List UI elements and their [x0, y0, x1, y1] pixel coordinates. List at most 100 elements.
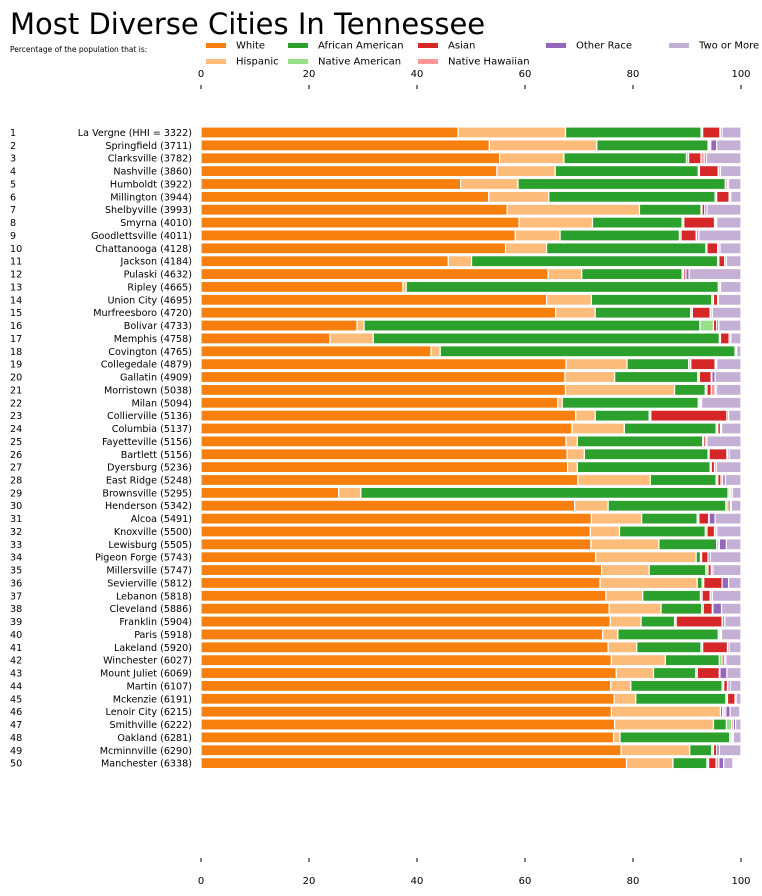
bar-segment-asian — [680, 229, 697, 242]
row-rank: 36 — [10, 578, 22, 589]
bar-segment-other-race — [719, 666, 728, 680]
row-label: Covington (4765) — [108, 347, 192, 358]
bar-segment-white — [200, 499, 576, 512]
row-label: Lewisburg (5505) — [108, 540, 192, 551]
bar-segment-hispanic — [488, 139, 598, 152]
bar-segment-white — [200, 744, 622, 757]
bar-segment-hispanic — [506, 203, 641, 216]
row-rank: 11 — [10, 257, 22, 268]
row-rank: 39 — [10, 617, 22, 628]
bar-segment-two-or-more — [725, 538, 742, 551]
bar-segment-hispanic — [601, 563, 650, 577]
bar-segment-african-american — [554, 165, 699, 178]
row-label: Dyersburg (5236) — [107, 463, 192, 474]
bar-segment-white — [200, 242, 507, 255]
bar-segment-african-american — [652, 666, 697, 680]
bottom-axis-tick-label-20: 20 — [303, 876, 316, 887]
row-18: 18 Covington (4765) — [10, 345, 742, 358]
bar-segment-hispanic — [557, 396, 563, 409]
bottom-axis-tick-label-80: 80 — [627, 876, 640, 887]
bar-segment-white — [200, 345, 432, 358]
bar-segment-african-american — [576, 435, 704, 448]
row-label: Clarksville (3782) — [108, 154, 192, 165]
bar-segment-african-american — [696, 576, 703, 590]
row-20: 20 Gallatin (4909) — [10, 370, 742, 384]
bar-segment-asian — [675, 615, 723, 628]
row-17: 17 Memphis (4758) — [10, 332, 742, 345]
bar-segment-white — [200, 666, 617, 680]
row-label: Gallatin (4909) — [120, 373, 192, 384]
bar-segment-hispanic — [608, 602, 662, 615]
bar-segment-african-american — [623, 422, 717, 435]
bar-segment-asian — [701, 589, 711, 602]
legend-label-white: White — [236, 41, 265, 52]
bar-segment-african-american — [591, 216, 683, 229]
bar-segment-hispanic — [613, 692, 637, 705]
bar-segment-two-or-more — [716, 216, 742, 229]
row-rank: 16 — [10, 321, 22, 332]
bar-segment-hispanic — [514, 229, 561, 242]
bar-segment-native-american — [725, 718, 733, 731]
row-label: Sevierville (5812) — [107, 578, 192, 589]
row-39: 39 Franklin (5904) — [10, 615, 742, 628]
bar-segment-african-american — [648, 563, 707, 577]
row-6: 6 Millington (3944) — [10, 190, 742, 203]
row-label: Alcoa (5491) — [131, 514, 192, 525]
row-14: 14 Union City (4695) — [10, 293, 742, 306]
bar-segment-hispanic — [564, 383, 676, 396]
row-16: 16 Bolivar (4733) — [10, 319, 742, 332]
bar-segment-asian — [703, 576, 723, 590]
row-rank: 50 — [10, 759, 22, 770]
bar-segment-native-american — [699, 319, 715, 332]
row-45: 45 Mckenzie (6191) — [10, 692, 742, 705]
row-rank: 5 — [10, 179, 16, 190]
bar-segment-african-american — [559, 229, 681, 242]
bar-segment-asian — [706, 383, 712, 396]
bar-segment-hispanic — [504, 242, 548, 255]
row-label: Oakland (6281) — [117, 733, 192, 744]
bar-segment-african-american — [672, 757, 708, 770]
bar-segment-hispanic — [610, 679, 632, 693]
bar-segment-hispanic — [488, 190, 550, 203]
row-label: Fayetteville (5156) — [102, 437, 192, 448]
bar-segment-hispanic — [496, 165, 556, 178]
bar-segment-african-american — [617, 628, 719, 641]
bar-segment-white — [200, 332, 331, 345]
row-48: 48 Oakland (6281) — [10, 731, 742, 744]
bar-segment-hispanic — [447, 255, 473, 268]
legend-label-hispanic: Hispanic — [236, 57, 279, 68]
bar-segment-white — [200, 152, 501, 165]
bar-segment-african-american — [564, 126, 702, 139]
bar-segment-african-american — [642, 589, 702, 602]
row-label: Lakeland (5920) — [114, 643, 192, 654]
legend-swatch-native-hawaiian — [418, 59, 438, 64]
row-rank: 17 — [10, 334, 22, 345]
chart-title: Most Diverse Cities In Tennessee — [10, 7, 485, 41]
bar-segment-two-or-more — [711, 589, 742, 602]
bar-segment-hispanic — [607, 641, 638, 654]
bar-segment-white — [200, 654, 612, 667]
row-label: Manchester (6338) — [101, 759, 192, 770]
row-2: 2 Springfield (3711) — [10, 139, 742, 152]
bar-segment-hispanic — [566, 448, 585, 461]
row-label: Knoxville (5500) — [114, 527, 192, 538]
row-label: Shelbyville (3993) — [105, 205, 192, 216]
bar-segment-white — [200, 602, 610, 615]
bar-segment-two-or-more — [725, 255, 742, 268]
bar-segment-african-american — [658, 538, 718, 551]
row-label: Pigeon Forge (5743) — [95, 553, 192, 564]
row-label: Springfield (3711) — [105, 141, 192, 152]
bar-segment-african-american — [590, 293, 713, 306]
row-rank: 6 — [10, 192, 16, 203]
bar-segment-two-or-more — [726, 666, 742, 680]
bar-segment-african-american — [660, 602, 703, 615]
bar-segment-african-american — [372, 332, 721, 345]
bar-segment-two-or-more — [724, 473, 742, 487]
row-rank: 48 — [10, 733, 22, 744]
row-44: 44 Martin (6107) — [10, 679, 742, 693]
row-label: Lenoir City (6215) — [106, 707, 192, 718]
bar-segment-white — [200, 486, 340, 499]
bar-segment-other-race — [710, 139, 718, 152]
row-rank: 23 — [10, 411, 22, 422]
